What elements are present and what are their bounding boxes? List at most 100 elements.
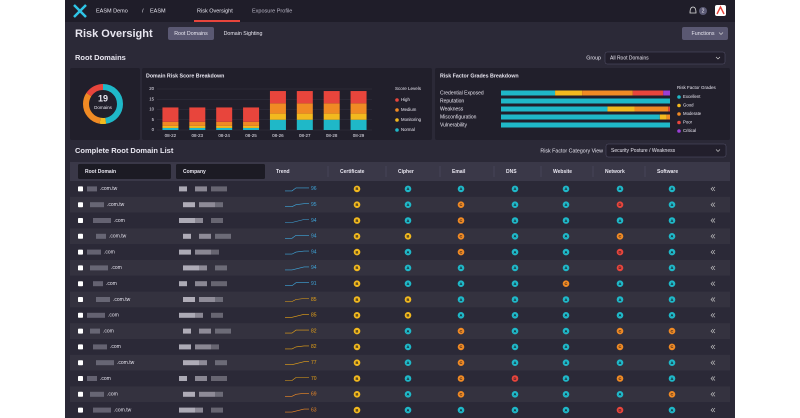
grade-letter[interactable]: A bbox=[671, 249, 674, 254]
grade-letter[interactable]: C bbox=[460, 376, 463, 381]
grade-letter[interactable]: A bbox=[460, 281, 463, 286]
row-checkbox[interactable] bbox=[78, 360, 83, 365]
nav-tab[interactable]: Exposure Profile bbox=[252, 8, 292, 14]
row-checkbox[interactable] bbox=[78, 376, 83, 381]
table-row[interactable] bbox=[70, 276, 730, 292]
grade-letter[interactable]: B bbox=[356, 313, 359, 318]
row-checkbox[interactable] bbox=[78, 344, 83, 349]
group-value[interactable]: All Root Domains bbox=[610, 55, 649, 61]
grade-letter[interactable]: A bbox=[565, 234, 568, 239]
grade-letter[interactable]: A bbox=[407, 281, 410, 286]
grade-letter[interactable]: C bbox=[460, 328, 463, 333]
grade-letter[interactable]: B bbox=[407, 297, 410, 302]
grade-letter[interactable]: A bbox=[565, 218, 568, 223]
grade-letter[interactable]: B bbox=[356, 360, 359, 365]
table-row[interactable] bbox=[70, 371, 730, 387]
grade-letter[interactable]: B bbox=[356, 202, 359, 207]
grade-letter[interactable]: A bbox=[565, 297, 568, 302]
grade-letter[interactable]: A bbox=[671, 407, 674, 412]
grade-letter[interactable]: A bbox=[565, 328, 568, 333]
grade-letter[interactable]: A bbox=[407, 328, 410, 333]
org-name[interactable]: EASM Demo bbox=[96, 8, 128, 14]
grade-letter[interactable]: A bbox=[565, 265, 568, 270]
grade-letter[interactable]: A bbox=[565, 249, 568, 254]
table-row[interactable] bbox=[70, 292, 730, 308]
grade-letter[interactable]: B bbox=[356, 344, 359, 349]
grade-letter[interactable]: A bbox=[407, 202, 410, 207]
grade-letter[interactable]: A bbox=[671, 265, 674, 270]
grade-letter[interactable]: A bbox=[671, 360, 674, 365]
grade-letter[interactable]: B bbox=[356, 328, 359, 333]
grade-letter[interactable]: D bbox=[514, 376, 517, 381]
table-row[interactable] bbox=[70, 213, 730, 229]
grade-letter[interactable]: C bbox=[460, 249, 463, 254]
row-checkbox[interactable] bbox=[78, 313, 83, 318]
grade-letter[interactable]: A bbox=[514, 328, 517, 333]
grade-letter[interactable]: A bbox=[671, 218, 674, 223]
column-header[interactable]: Email bbox=[452, 169, 466, 175]
row-checkbox[interactable] bbox=[78, 234, 83, 239]
grade-letter[interactable]: B bbox=[356, 297, 359, 302]
grade-letter[interactable]: A bbox=[565, 344, 568, 349]
grade-letter[interactable]: A bbox=[565, 376, 568, 381]
grade-letter[interactable]: A bbox=[514, 202, 517, 207]
table-row[interactable] bbox=[70, 402, 730, 418]
grade-letter[interactable]: B bbox=[356, 376, 359, 381]
grade-letter[interactable]: D bbox=[619, 407, 622, 412]
grade-letter[interactable]: C bbox=[460, 234, 463, 239]
grade-letter[interactable]: A bbox=[671, 281, 674, 286]
grade-letter[interactable]: A bbox=[514, 297, 517, 302]
grade-letter[interactable]: A bbox=[565, 360, 568, 365]
grade-letter[interactable]: C bbox=[460, 202, 463, 207]
grade-letter[interactable]: B bbox=[356, 249, 359, 254]
grade-letter[interactable]: A bbox=[565, 202, 568, 207]
grade-letter[interactable]: A bbox=[671, 376, 674, 381]
column-header[interactable]: DNS bbox=[506, 169, 517, 175]
table-row[interactable] bbox=[70, 339, 730, 355]
grade-letter[interactable]: A bbox=[407, 392, 410, 397]
grade-letter[interactable]: C bbox=[460, 360, 463, 365]
grade-letter[interactable]: D bbox=[619, 265, 622, 270]
grade-letter[interactable]: A bbox=[619, 186, 622, 191]
nav-tab[interactable]: Risk Oversight bbox=[197, 8, 233, 14]
grade-letter[interactable]: A bbox=[514, 313, 517, 318]
tab-label[interactable]: Domain Sighting bbox=[224, 31, 263, 37]
grade-letter[interactable]: A bbox=[514, 281, 517, 286]
row-checkbox[interactable] bbox=[78, 329, 83, 334]
grade-letter[interactable]: A bbox=[514, 407, 517, 412]
grade-letter[interactable]: C bbox=[671, 344, 674, 349]
grade-letter[interactable]: B bbox=[407, 234, 410, 239]
grade-letter[interactable]: A bbox=[671, 313, 674, 318]
grade-letter[interactable]: A bbox=[460, 265, 463, 270]
grade-letter[interactable]: B bbox=[356, 186, 359, 191]
workspace-name[interactable]: EASM bbox=[150, 8, 166, 14]
column-header[interactable]: Software bbox=[657, 169, 678, 175]
grade-letter[interactable]: C bbox=[460, 392, 463, 397]
row-checkbox[interactable] bbox=[78, 297, 83, 302]
grade-letter[interactable]: A bbox=[565, 392, 568, 397]
grade-letter[interactable]: A bbox=[407, 218, 410, 223]
view-value[interactable]: Security Posture / Weakness bbox=[611, 148, 676, 154]
grade-letter[interactable]: C bbox=[460, 344, 463, 349]
tab-label[interactable]: Root Domains bbox=[174, 31, 208, 37]
grade-letter[interactable]: A bbox=[407, 360, 410, 365]
row-checkbox[interactable] bbox=[78, 250, 83, 255]
grade-letter[interactable]: A bbox=[407, 249, 410, 254]
table-row[interactable] bbox=[70, 323, 730, 339]
grade-letter[interactable]: A bbox=[514, 186, 517, 191]
grade-letter[interactable]: A bbox=[460, 313, 463, 318]
row-checkbox[interactable] bbox=[78, 281, 83, 286]
grade-letter[interactable]: A bbox=[514, 392, 517, 397]
grade-letter[interactable]: A bbox=[671, 297, 674, 302]
row-checkbox[interactable] bbox=[78, 202, 83, 207]
grade-letter[interactable]: A bbox=[619, 281, 622, 286]
table-row[interactable] bbox=[70, 355, 730, 371]
grade-letter[interactable]: A bbox=[407, 265, 410, 270]
grade-letter[interactable]: B bbox=[356, 281, 359, 286]
grade-letter[interactable]: B bbox=[356, 407, 359, 412]
grade-letter[interactable]: C bbox=[619, 376, 622, 381]
grade-letter[interactable]: A bbox=[565, 407, 568, 412]
grade-letter[interactable]: A bbox=[514, 218, 517, 223]
row-checkbox[interactable] bbox=[78, 408, 83, 413]
row-checkbox[interactable] bbox=[78, 186, 83, 191]
